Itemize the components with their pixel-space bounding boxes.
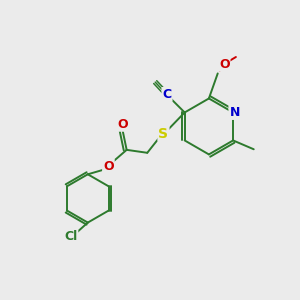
- Text: N: N: [230, 106, 240, 119]
- Text: C: C: [162, 88, 172, 101]
- Text: Cl: Cl: [64, 230, 77, 243]
- Text: S: S: [158, 127, 169, 141]
- Text: O: O: [117, 118, 128, 131]
- Text: O: O: [103, 160, 114, 172]
- Text: O: O: [219, 58, 230, 70]
